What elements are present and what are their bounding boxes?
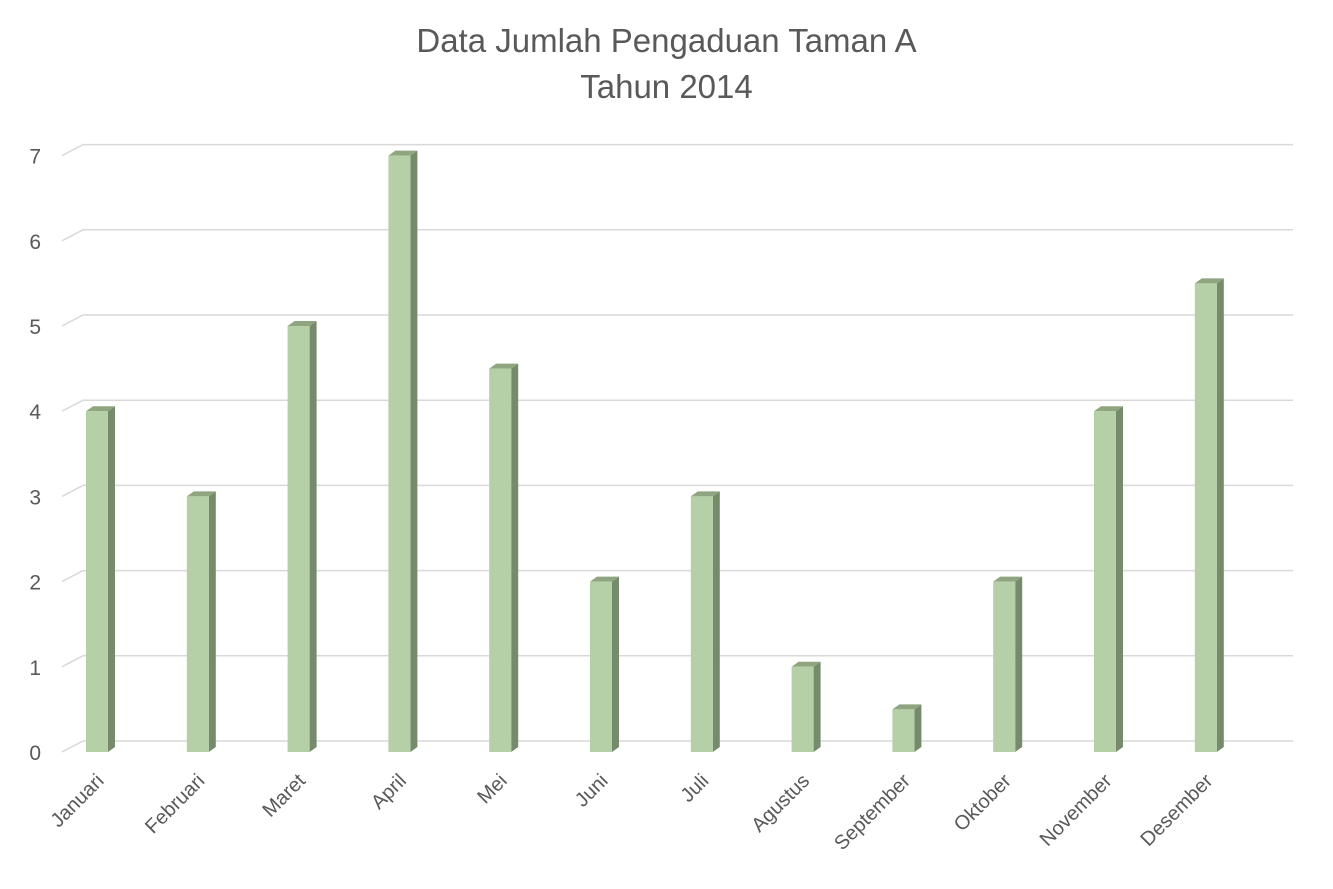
bars — [86, 150, 1224, 753]
bar-side — [813, 661, 821, 752]
bar-front — [892, 709, 915, 752]
x-tick-label: Oktober — [950, 770, 1016, 836]
bar-front — [993, 581, 1016, 752]
bar-side — [410, 150, 418, 753]
gridline — [61, 143, 1293, 157]
gridline — [61, 569, 1293, 583]
bar-top — [993, 576, 1023, 582]
bar-front — [791, 666, 814, 752]
y-tick-label: 2 — [29, 572, 41, 595]
bar-top — [186, 491, 216, 497]
bar-top — [287, 321, 317, 326]
gridlines — [61, 143, 1293, 753]
bar-front — [590, 581, 612, 752]
bar-side — [208, 491, 216, 752]
bar-top — [590, 576, 619, 582]
bar — [791, 661, 821, 752]
gridline — [61, 740, 1293, 753]
bar-side — [108, 406, 115, 752]
bar-top — [489, 363, 519, 369]
bar-front — [186, 496, 209, 752]
x-tick-label: Maret — [258, 770, 310, 822]
bar-top — [791, 661, 821, 667]
y-tick-label: 6 — [29, 231, 41, 254]
bar-top — [1094, 406, 1123, 412]
bar — [388, 150, 418, 753]
gridline — [61, 484, 1293, 498]
x-tick-label: Agustus — [747, 770, 814, 837]
x-tick-label: November — [1036, 770, 1117, 851]
bar — [690, 491, 720, 752]
bar — [489, 363, 519, 752]
chart-title-line-1: Data Jumlah Pengaduan Taman A — [416, 22, 917, 59]
bar — [186, 491, 216, 752]
bar — [287, 321, 317, 752]
bar-front — [690, 496, 713, 752]
bar-side — [914, 704, 922, 752]
bar-front — [86, 411, 108, 752]
chart-title-line-2: Tahun 2014 — [580, 68, 753, 105]
x-tick-label: September — [830, 770, 915, 855]
y-tick-label: 0 — [29, 742, 41, 765]
x-tick-label: Januari — [47, 770, 109, 832]
bar-side — [1015, 576, 1023, 752]
bar-front — [489, 368, 512, 752]
bar — [590, 576, 619, 752]
x-tick-label: Februari — [141, 770, 209, 838]
bar-side — [511, 363, 519, 752]
gridline — [61, 314, 1293, 327]
bar-top — [388, 150, 418, 156]
bar-side — [712, 491, 720, 752]
bar-side — [1216, 278, 1224, 752]
bar-side — [1116, 406, 1123, 752]
bar — [86, 406, 115, 752]
bar — [993, 576, 1023, 752]
bar-front — [287, 326, 310, 752]
bar-top — [892, 704, 922, 710]
y-tick-label: 5 — [29, 316, 41, 339]
x-tick-label: Mei — [473, 770, 511, 808]
bar-front — [1194, 283, 1217, 752]
x-tick-label: Juli — [677, 770, 714, 807]
y-tick-label: 1 — [29, 657, 41, 680]
bar-top — [1194, 278, 1224, 284]
bar — [1194, 278, 1224, 752]
y-axis-tick-labels: 0 1 2 3 4 5 6 7 — [29, 146, 41, 765]
bar — [1094, 406, 1123, 752]
x-tick-label: Juni — [571, 770, 613, 812]
y-tick-label: 7 — [29, 146, 41, 169]
bar — [892, 704, 922, 752]
y-tick-label: 3 — [29, 486, 41, 509]
x-axis-tick-labels: Januari Februari Maret April Mei Juni Juli Agus… — [47, 770, 1218, 855]
y-tick-label: 4 — [29, 401, 41, 424]
gridline — [61, 229, 1293, 242]
gridline — [61, 399, 1293, 412]
gridline — [61, 655, 1293, 668]
bar-top — [690, 491, 720, 497]
bar-front — [388, 155, 411, 753]
bar-top — [86, 406, 115, 412]
bar-side — [612, 576, 619, 752]
x-tick-label: Desember — [1137, 770, 1218, 851]
bar-front — [1094, 411, 1116, 752]
bar-side — [309, 321, 317, 752]
x-tick-label: April — [367, 770, 411, 814]
